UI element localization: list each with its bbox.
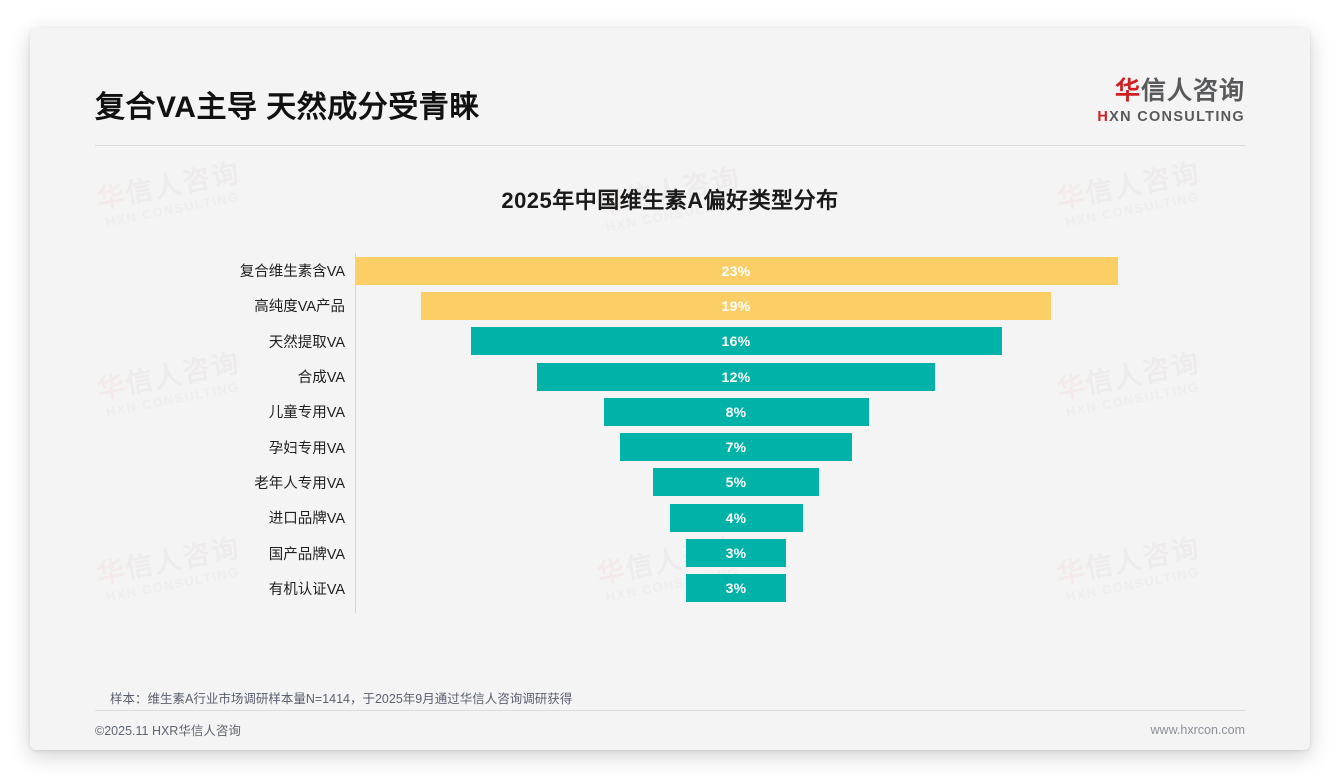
funnel-bar-track: 4% [355,500,1245,535]
funnel-bar-value: 8% [725,403,747,420]
funnel-bar-value: 4% [725,509,747,526]
slide-card: 华信人咨询 HXN CONSULTING 华信人咨询 HXN CONSULTIN… [30,28,1310,750]
funnel-row: 国产品牌VA 3% [269,535,1245,570]
funnel-row-label: 国产品牌VA [268,546,345,563]
funnel-bar-track: 5% [355,465,1245,500]
funnel-bar-track: 7% [355,429,1245,464]
chart-container: 2025年中国维生素A偏好类型分布 复合维生素含VA 23% 高纯度VA产品 19% 天… [95,158,1245,688]
funnel-row-label: 合成VA [297,370,345,387]
funnel-bar[interactable]: 3% [686,574,786,603]
funnel-row-label: 有机认证VA [268,581,345,598]
funnel-bar-value: 7% [725,439,747,456]
funnel-row: 合成VA 12% [298,359,1245,394]
funnel-bar-value: 16% [721,333,751,350]
funnel-chart: 复合维生素含VA 23% 高纯度VA产品 19% 天然提取VA 16% 合成VA 12% 儿童专… [95,253,1245,613]
funnel-row-label: 复合维生素含VA [239,264,345,281]
funnel-bar-track: 19% [355,288,1245,323]
funnel-bar-value: 12% [721,368,751,385]
brand-logo-en: HXN CONSULTING [1097,109,1245,125]
funnel-bar-track: 8% [355,394,1245,429]
chart-title: 2025年中国维生素A偏好类型分布 [501,188,839,213]
header-divider [95,145,1245,146]
funnel-row-label: 天然提取VA [268,334,345,351]
funnel-bar[interactable]: 16% [470,327,1002,356]
funnel-row-label: 高纯度VA产品 [254,299,345,316]
chart-axis-line [355,253,356,613]
funnel-row-label: 儿童专用VA [268,405,345,422]
funnel-bar-track: 23% [354,253,1245,288]
funnel-row: 天然提取VA 16% [269,324,1245,359]
funnel-bar[interactable]: 4% [669,503,803,532]
page-title: 复合VA主导 天然成分受青睐 [95,91,480,124]
funnel-bar[interactable]: 3% [686,539,786,568]
funnel-row: 有机认证VA 3% [269,571,1245,606]
funnel-row: 儿童专用VA 8% [269,394,1245,429]
funnel-bar[interactable]: 8% [603,397,869,426]
funnel-row: 孕妇专用VA 7% [269,429,1245,464]
funnel-row-label: 进口品牌VA [268,511,345,528]
funnel-row: 复合维生素含VA 23% [240,253,1245,288]
slide-footer: ©2025.11 HXR华信人咨询 www.hxrcon.com [95,720,1245,739]
brand-logo-en-rest: XN CONSULTING [1109,108,1245,125]
funnel-bar-track: 3% [355,535,1245,570]
funnel-row: 进口品牌VA 4% [269,500,1245,535]
funnel-bar-value: 19% [721,297,751,314]
funnel-row: 高纯度VA产品 19% [254,288,1245,323]
funnel-bar-value: 5% [725,474,747,491]
brand-logo-cn-red: 华 [1114,77,1141,105]
funnel-bar-value: 3% [725,545,747,562]
brand-logo-cn-rest: 信人咨询 [1140,77,1245,105]
funnel-bar[interactable]: 7% [620,433,852,462]
brand-logo: 华信人咨询 HXN CONSULTING [1097,77,1245,125]
funnel-row-label: 老年人专用VA [254,475,345,492]
brand-logo-cn: 华信人咨询 [1097,77,1245,106]
funnel-bar-track: 16% [355,324,1245,359]
funnel-bar-value: 23% [721,262,751,279]
funnel-bar-value: 3% [725,580,747,597]
funnel-row: 老年人专用VA 5% [254,465,1245,500]
copyright-text: ©2025.11 HXR华信人咨询 [95,724,241,738]
funnel-bar-track: 3% [355,571,1245,606]
funnel-bar[interactable]: 19% [421,291,1051,320]
slide-header: 复合VA主导 天然成分受青睐 华信人咨询 HXN CONSULTING [95,58,1245,146]
chart-footnote: 样本：维生素A行业市场调研样本量N=1414，于2025年9月通过华信人咨询调研… [110,692,573,706]
funnel-bar[interactable]: 23% [354,256,1118,285]
funnel-bar[interactable]: 5% [653,468,819,497]
website-url[interactable]: www.hxrcon.com [1150,722,1245,737]
funnel-row-label: 孕妇专用VA [268,440,345,457]
footer-divider [95,710,1245,711]
brand-logo-en-red: H [1097,108,1110,125]
funnel-bar[interactable]: 12% [537,362,935,391]
funnel-bar-track: 12% [355,359,1245,394]
